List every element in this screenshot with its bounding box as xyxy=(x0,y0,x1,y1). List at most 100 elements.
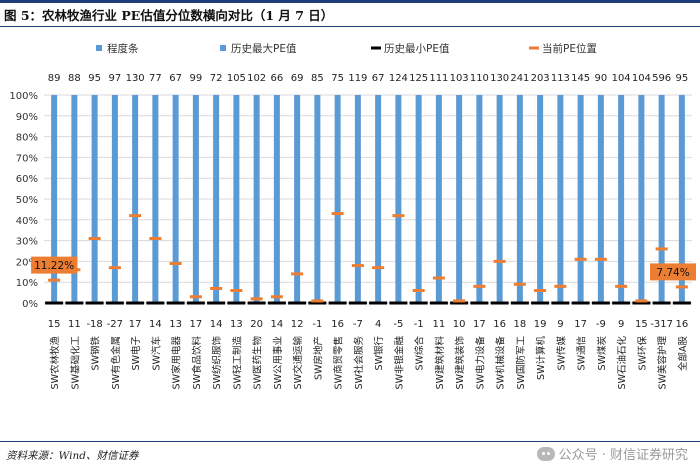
range-bar xyxy=(253,95,260,303)
range-bar xyxy=(213,95,220,303)
y-tick-label: 20% xyxy=(16,257,38,268)
current-marker xyxy=(291,272,304,276)
min-marker xyxy=(65,301,84,305)
min-pe-label: 15 xyxy=(635,319,648,330)
x-category-label: SW综合 xyxy=(414,336,426,371)
footer-divider xyxy=(0,441,700,442)
min-pe-label: 14 xyxy=(210,319,223,330)
max-pe-label: 145 xyxy=(571,73,590,84)
max-pe-label: 99 xyxy=(190,73,203,84)
legend-swatch-1 xyxy=(220,45,226,51)
max-pe-label: 130 xyxy=(126,73,145,84)
current-marker xyxy=(635,299,648,303)
current-marker xyxy=(129,214,142,218)
source-note: 资料来源：Wind、财信证券 xyxy=(6,450,139,462)
min-marker xyxy=(632,301,651,305)
min-marker xyxy=(186,301,205,305)
min-marker xyxy=(328,301,347,305)
min-pe-label: 17 xyxy=(574,319,587,330)
max-pe-label: 596 xyxy=(652,73,671,84)
x-category-label: SW机械设备 xyxy=(495,336,507,390)
max-pe-label: 111 xyxy=(429,73,448,84)
range-bar xyxy=(638,95,645,303)
min-marker xyxy=(531,301,550,305)
max-pe-label: 97 xyxy=(109,73,122,84)
range-bar xyxy=(152,95,159,303)
max-pe-label: 69 xyxy=(291,73,304,84)
min-pe-label: 11 xyxy=(68,319,81,330)
legend-swatch-3 xyxy=(529,46,539,50)
min-marker xyxy=(247,301,266,305)
min-pe-label: 16 xyxy=(331,319,344,330)
x-category-label: SW钢铁 xyxy=(90,336,102,371)
x-category-label: SW有色金属 xyxy=(110,336,122,389)
current-marker xyxy=(513,282,526,286)
min-marker xyxy=(591,301,610,305)
min-marker xyxy=(45,301,64,305)
range-bar xyxy=(51,95,58,303)
legend-label-3: 当前PE位置 xyxy=(542,42,597,55)
x-category-label: SW房地产 xyxy=(312,336,324,380)
range-bar xyxy=(658,95,665,303)
max-pe-label: 88 xyxy=(68,73,81,84)
range-bar xyxy=(294,95,301,303)
callouts: 11.22% 7.74% xyxy=(31,256,696,281)
y-tick-label: 80% xyxy=(16,133,38,144)
legend-label-0: 程度条 xyxy=(107,42,139,55)
x-category-label: SW国防军工 xyxy=(515,336,527,390)
x-category-label: SW环保 xyxy=(636,336,648,371)
x-category-label: SW电子 xyxy=(130,336,142,371)
current-marker xyxy=(574,257,587,261)
max-pe-label: 241 xyxy=(510,73,529,84)
figure-title-bar: 图 5：农林牧渔行业 PE估值分位数横向对比（1 月 7 日） xyxy=(0,0,700,27)
current-marker xyxy=(210,286,223,290)
min-pe-label: -18 xyxy=(86,319,102,330)
range-bar xyxy=(375,95,382,303)
current-marker xyxy=(149,237,162,241)
min-pe-label: 13 xyxy=(230,319,243,330)
current-marker xyxy=(594,257,607,261)
min-pe-label: 17 xyxy=(190,319,203,330)
min-marker xyxy=(105,301,124,305)
max-pe-label: 125 xyxy=(409,73,428,84)
current-marker xyxy=(432,276,445,280)
min-pe-label: 11 xyxy=(433,319,446,330)
min-pe-label: -5 xyxy=(393,319,403,330)
range-bar xyxy=(456,95,463,303)
max-pe-label: 95 xyxy=(676,73,689,84)
current-marker xyxy=(88,237,101,241)
x-category-label: SW汽车 xyxy=(150,336,162,370)
min-marker xyxy=(470,301,489,305)
min-marker xyxy=(429,301,448,305)
max-pe-labels: 89 88 95 97 130 77 67 99 72 105 102 66 69 85 75 119 67 12… xyxy=(48,73,688,84)
callout-box xyxy=(31,256,78,274)
min-marker xyxy=(308,301,327,305)
current-marker xyxy=(311,299,324,303)
range-bar xyxy=(597,95,604,303)
range-bar xyxy=(172,95,179,303)
watermark: 公众号 · 财信证券研究 xyxy=(536,444,688,463)
min-marker xyxy=(126,301,145,305)
pe-percentile-chart: 程度条 历史最大PE值 历史最小PE值 当前PE位置 89 88 95 97 130 77 67 9… xyxy=(9,42,696,390)
range-bar xyxy=(496,95,503,303)
x-category-label: SW纺织服饰 xyxy=(211,336,223,389)
current-marker xyxy=(372,266,385,270)
x-axis-labels: SW农林牧渔 SW基础化工 SW钢铁 SW有色金属 SW电子 SW汽车 SW家用电器 SW食品… xyxy=(49,336,689,390)
y-tick-label: 70% xyxy=(16,153,38,164)
x-category-label: SW公用事业 xyxy=(272,336,284,389)
min-pe-label: 16 xyxy=(493,319,506,330)
max-pe-label: 75 xyxy=(331,73,344,84)
y-tick-label: 90% xyxy=(16,112,38,123)
grid-lines xyxy=(44,94,692,304)
legend-label-1: 历史最大PE值 xyxy=(231,42,297,55)
x-category-label: SW食品饮料 xyxy=(191,336,203,390)
x-category-label: SW社会服务 xyxy=(353,336,365,390)
min-pe-label: 9 xyxy=(618,319,624,330)
callout-box xyxy=(650,263,696,281)
min-pe-label: -9 xyxy=(596,319,606,330)
x-category-label: SW建筑材料 xyxy=(434,336,446,390)
min-pe-label: 17 xyxy=(129,319,142,330)
current-marker xyxy=(675,285,688,289)
range-bar xyxy=(537,95,544,303)
min-pe-label: 9 xyxy=(557,319,563,330)
